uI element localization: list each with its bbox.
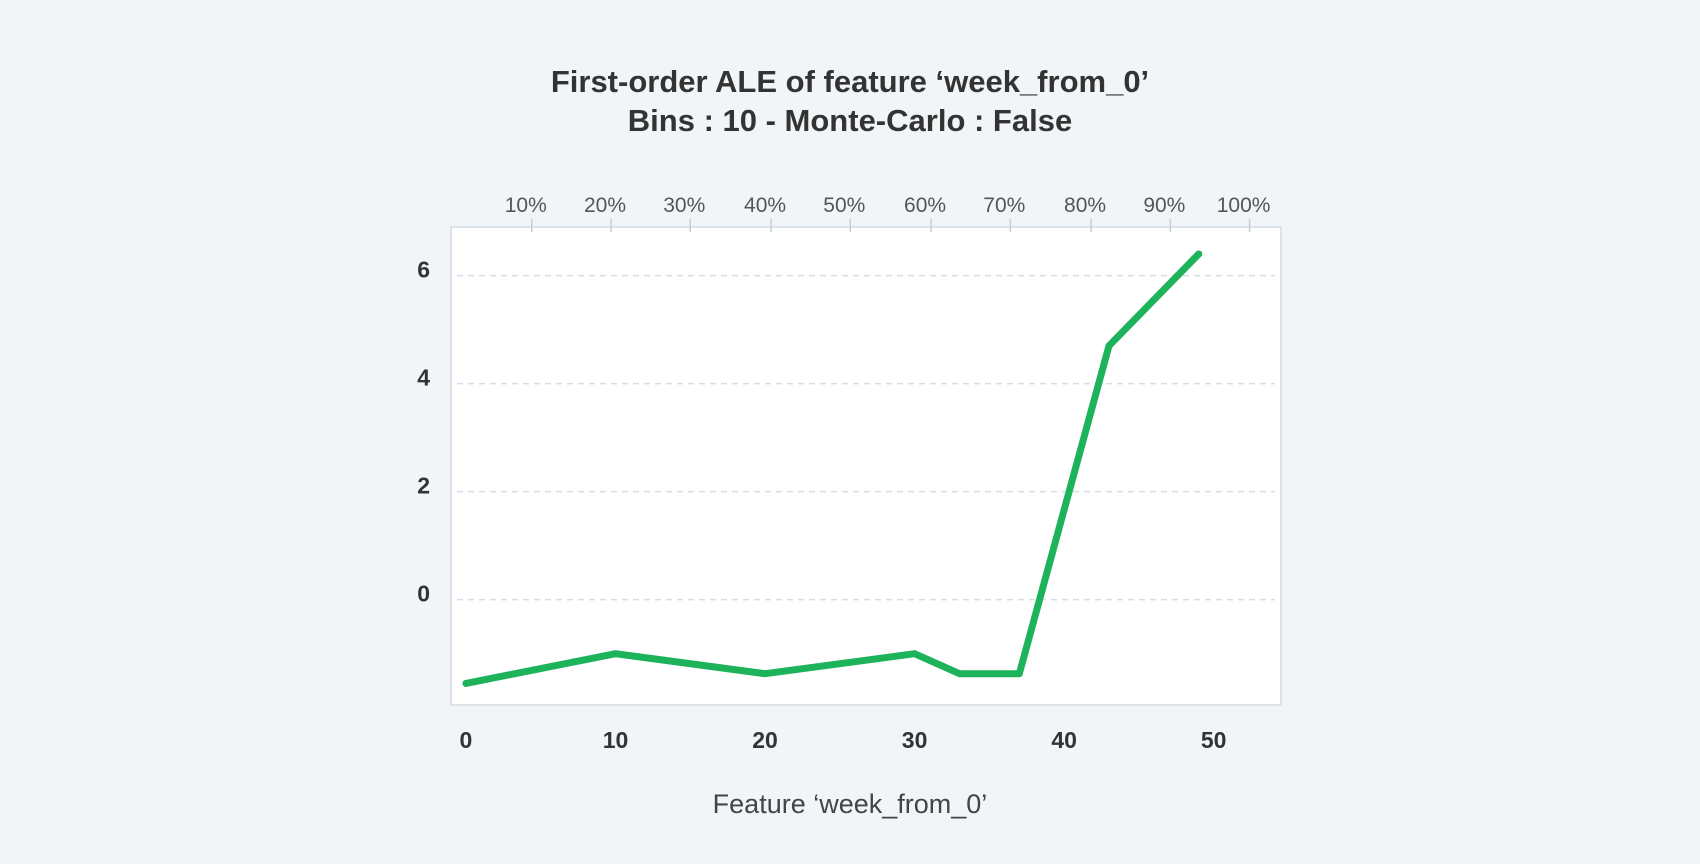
percentile-tick-label: 60% (904, 194, 946, 217)
percentile-tick-label: 40% (744, 194, 786, 217)
grid-lines (457, 274, 1275, 601)
data-point (1105, 342, 1113, 350)
x-tick-label: 10 (603, 727, 629, 753)
data-point (761, 670, 769, 678)
y-axis: 0 2 4 6 (417, 257, 430, 607)
data-point (1195, 250, 1203, 258)
data-point (462, 679, 470, 687)
data-point (1015, 670, 1023, 678)
x-axis: 0 10 20 30 40 50 (460, 727, 1227, 753)
percentile-tick-label: 70% (983, 194, 1025, 217)
y-tick-label: 0 (417, 581, 430, 607)
chart-subtitle: Bins : 10 - Monte-Carlo : False (628, 103, 1072, 138)
percentile-tick-label: 10% (505, 194, 547, 217)
y-tick-label: 2 (417, 473, 430, 499)
percentile-tick-label: 90% (1143, 194, 1185, 217)
percentile-tick-label: 30% (663, 194, 705, 217)
chart-title: First-order ALE of feature ‘week_from_0’ (551, 64, 1149, 99)
x-axis-label: Feature ‘week_from_0’ (713, 789, 988, 819)
percentile-axis: 10% 20% 30% 40% 50% 60% 70% 80% 90% 100% (505, 194, 1271, 232)
data-point (612, 650, 620, 658)
x-tick-label: 30 (902, 727, 928, 753)
data-point (955, 670, 963, 678)
y-tick-label: 6 (417, 257, 430, 283)
x-tick-label: 50 (1201, 727, 1227, 753)
percentile-tick-label: 50% (823, 194, 865, 217)
percentile-tick-label: 80% (1064, 194, 1106, 217)
x-tick-label: 20 (752, 727, 778, 753)
data-point (911, 650, 919, 658)
x-tick-label: 0 (460, 727, 473, 753)
y-tick-label: 4 (417, 365, 430, 391)
percentile-tick-label: 100% (1217, 194, 1271, 217)
series-line (462, 250, 1203, 687)
percentile-tick-label: 20% (584, 194, 626, 217)
series-layer (462, 250, 1203, 687)
x-tick-label: 40 (1051, 727, 1077, 753)
